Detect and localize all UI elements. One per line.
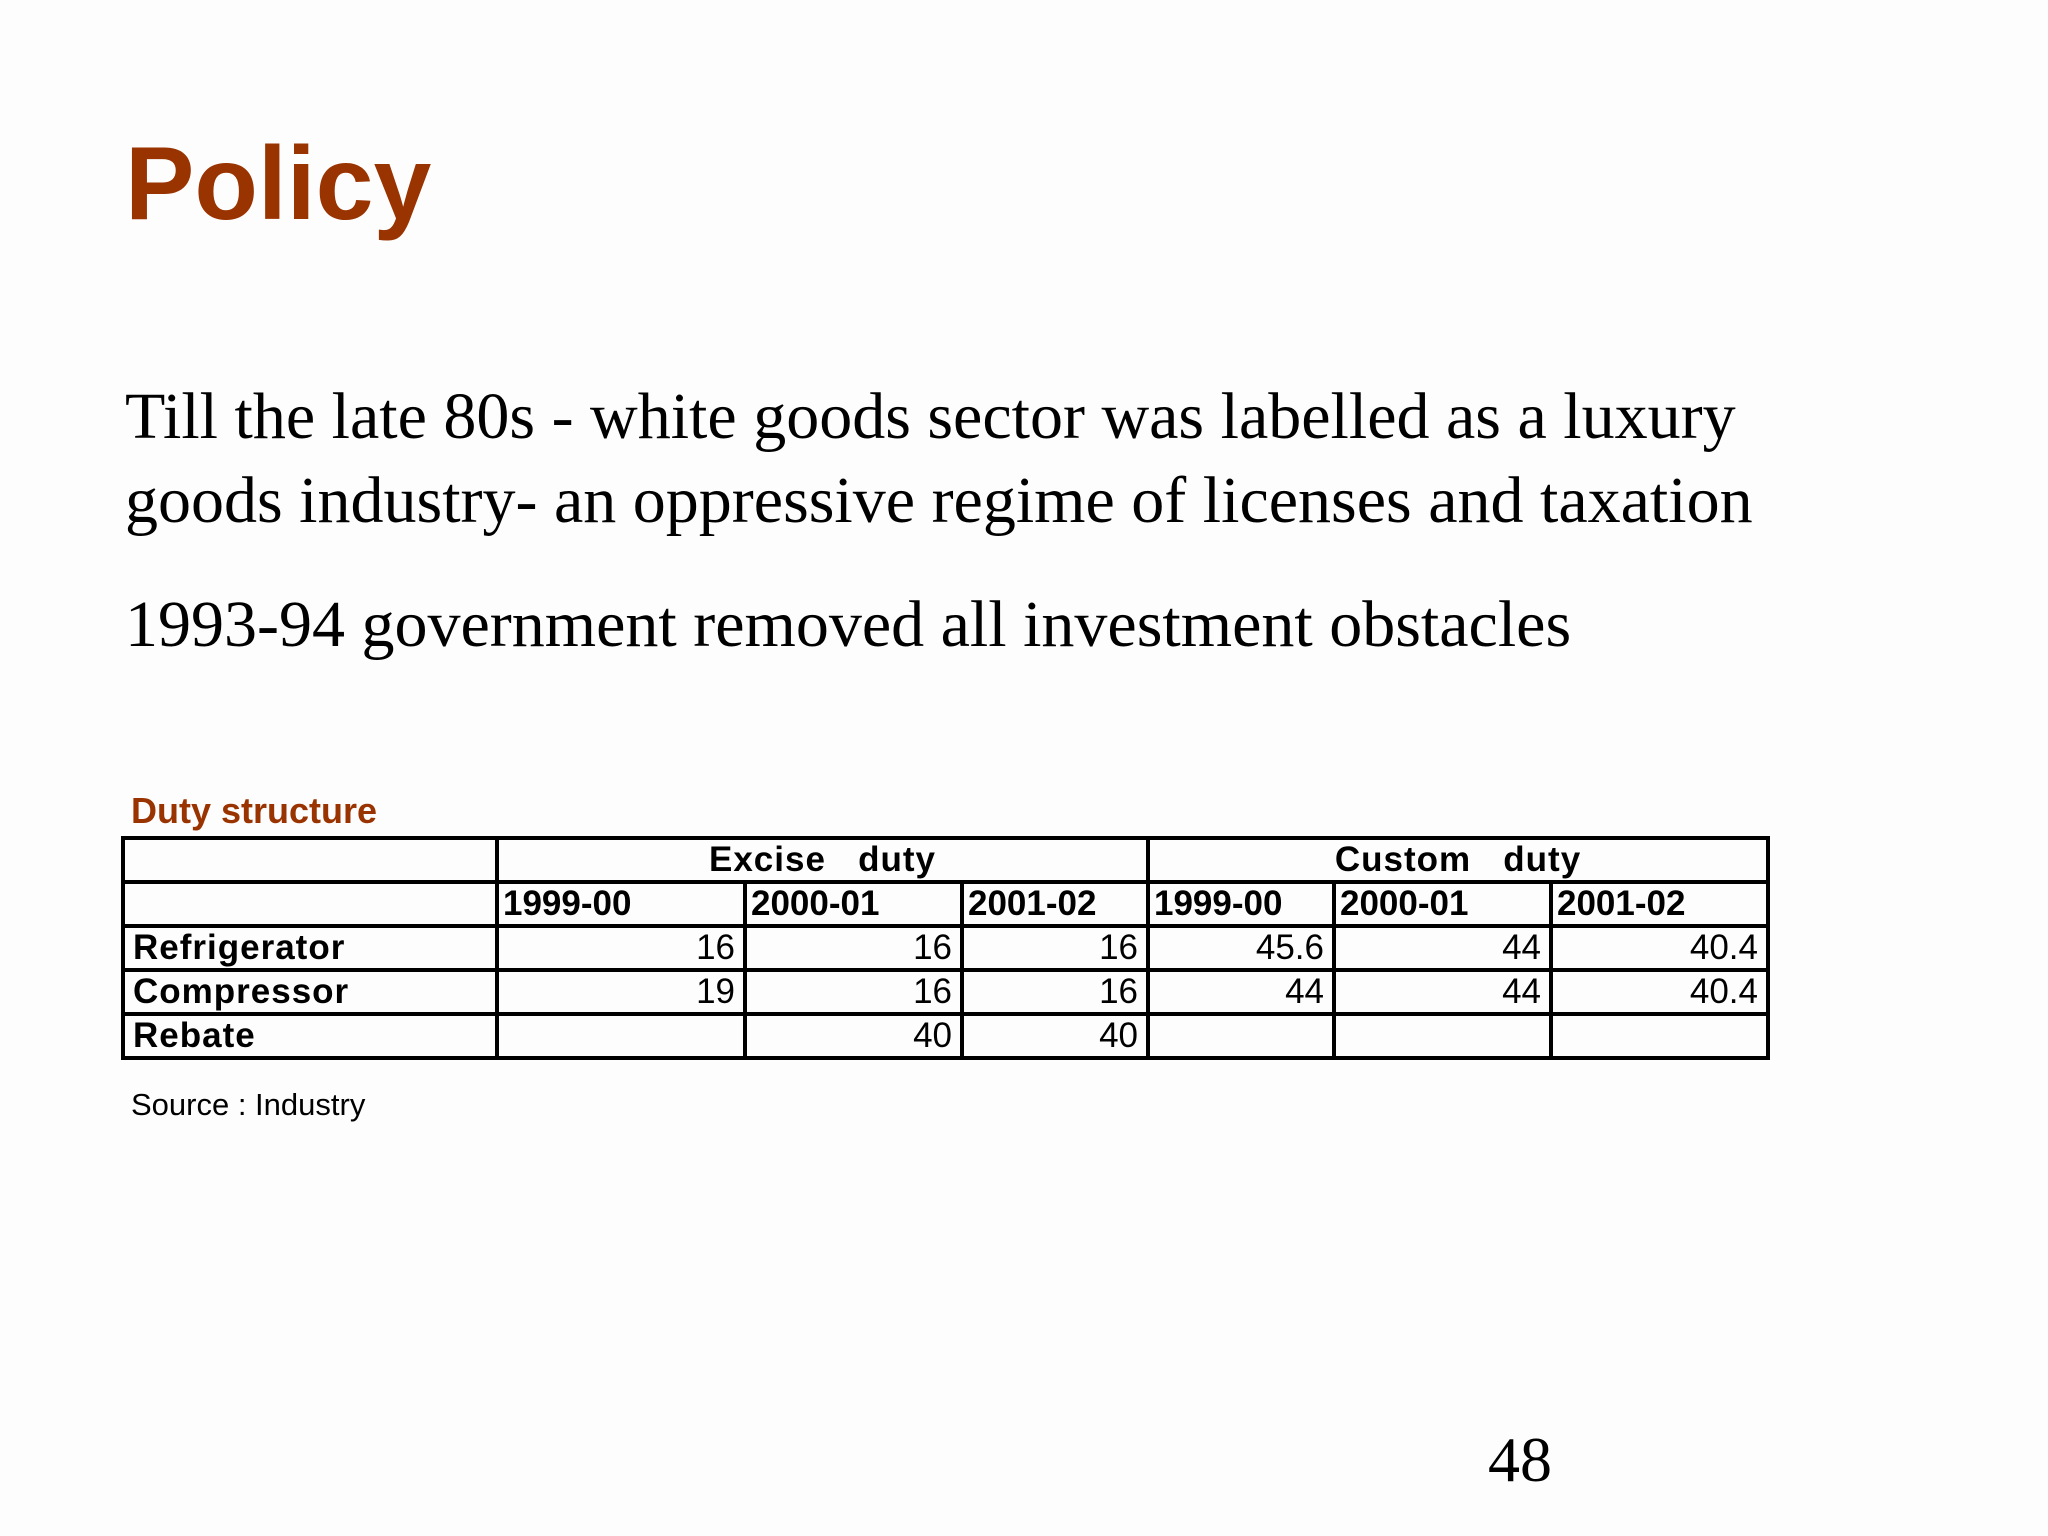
table-row: Rebate 40 40 <box>121 1012 1770 1060</box>
duty-structure-table: Excise duty Custom duty 1999-00 2000-01 … <box>121 836 1770 1060</box>
table-year-corner-cell <box>121 880 499 928</box>
table-source-note: Source : Industry <box>131 1087 366 1122</box>
table-cell <box>495 1012 747 1060</box>
body-paragraph-2: 1993-94 government removed all investmen… <box>125 588 1572 661</box>
table-row: Compressor 19 16 16 44 44 40.4 <box>121 968 1770 1016</box>
table-cell: 16 <box>495 924 747 972</box>
row-label: Compressor <box>121 968 499 1016</box>
table-cell: 19 <box>495 968 747 1016</box>
row-label: Refrigerator <box>121 924 499 972</box>
page-number: 48 <box>1488 1424 1552 1495</box>
table-cell: 40.4 <box>1549 968 1770 1016</box>
slide-title: Policy <box>125 126 432 242</box>
year-header: 2001-02 <box>1549 880 1770 928</box>
table-cell: 44 <box>1332 924 1553 972</box>
table-cell: 16 <box>960 968 1150 1016</box>
year-header: 2000-01 <box>743 880 964 928</box>
year-header: 1999-00 <box>495 880 747 928</box>
table-year-header-row: 1999-00 2000-01 2001-02 1999-00 2000-01 … <box>121 880 1770 928</box>
table-cell: 16 <box>743 924 964 972</box>
row-label: Rebate <box>121 1012 499 1060</box>
table-caption: Duty structure <box>131 790 378 831</box>
table-cell: 16 <box>743 968 964 1016</box>
table-cell: 40 <box>743 1012 964 1060</box>
table-cell <box>1549 1012 1770 1060</box>
table-group-header-row: Excise duty Custom duty <box>121 836 1770 884</box>
table-cell <box>1146 1012 1336 1060</box>
table-cell: 40 <box>960 1012 1150 1060</box>
table-cell: 44 <box>1332 968 1553 1016</box>
body-paragraph-1-line-1: Till the late 80s - white goods sector w… <box>125 380 1736 453</box>
table-cell: 45.6 <box>1146 924 1336 972</box>
body-paragraph-1: Till the late 80s - white goods sector w… <box>125 375 1753 543</box>
year-header: 2001-02 <box>960 880 1150 928</box>
table-cell: 40.4 <box>1549 924 1770 972</box>
table-cell: 44 <box>1146 968 1336 1016</box>
body-paragraph-1-line-2: goods industry- an oppressive regime of … <box>125 464 1753 537</box>
year-header: 1999-00 <box>1146 880 1336 928</box>
excise-duty-header: Excise duty <box>495 836 1150 884</box>
table-row: Refrigerator 16 16 16 45.6 44 40.4 <box>121 924 1770 972</box>
table-cell <box>1332 1012 1553 1060</box>
table-corner-cell <box>121 836 499 884</box>
custom-duty-header: Custom duty <box>1146 836 1770 884</box>
year-header: 2000-01 <box>1332 880 1553 928</box>
table-cell: 16 <box>960 924 1150 972</box>
